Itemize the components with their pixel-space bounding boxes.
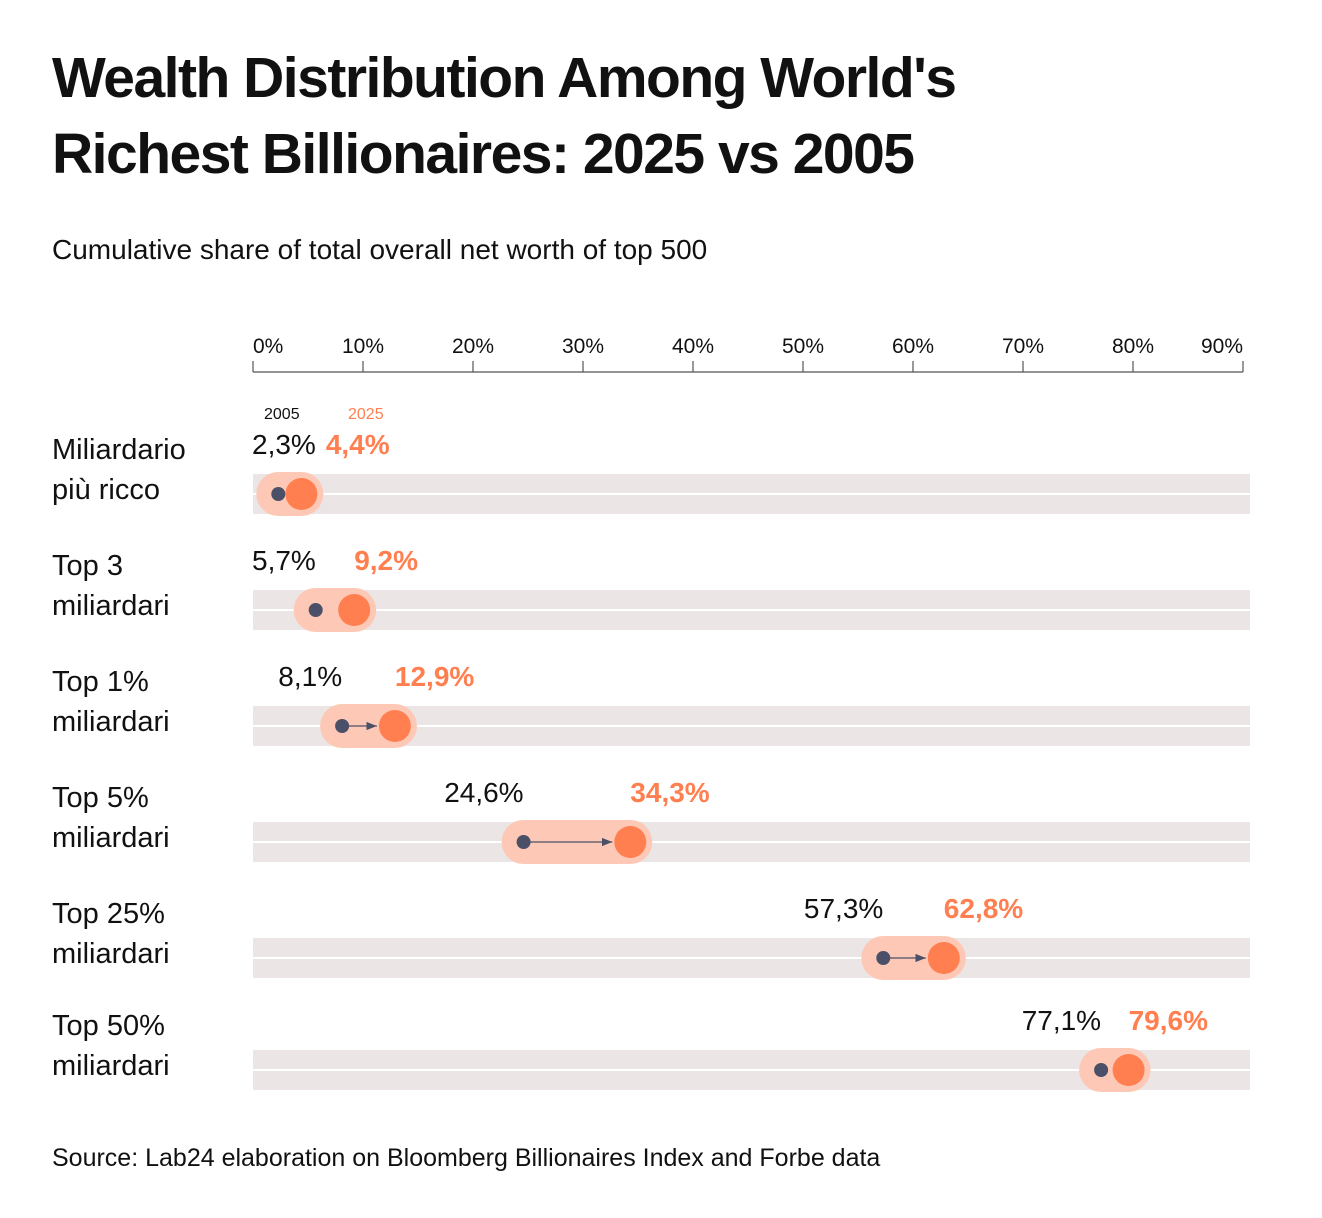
x-tick-label: 70%: [1002, 335, 1044, 358]
row-label-line-1: Top 3: [52, 550, 123, 582]
chart-row: 5,7% 9,2%: [252, 545, 1250, 632]
chart-row: 2,3% 4,4%: [252, 429, 1250, 516]
dot-2005: [271, 487, 286, 501]
x-tick-label: 90%: [1201, 335, 1243, 358]
value-label-2005: 24,6%: [444, 777, 523, 808]
title-line-1: Wealth Distribution Among World's: [52, 46, 957, 110]
value-label-2005: 8,1%: [278, 661, 342, 692]
title-line-2: Richest Billionaires: 2025 vs 2005: [52, 122, 915, 186]
dot-2025: [285, 478, 318, 510]
row-label: Top 50% miliardari: [52, 1006, 242, 1086]
source-note: Source: Lab24 elaboration on Bloomberg B…: [52, 1144, 881, 1172]
x-tick-label: 40%: [672, 335, 714, 358]
legend-2005: 2005: [264, 406, 300, 423]
value-label-2025: 12,9%: [395, 661, 474, 692]
row-label-line-2: miliardari: [52, 590, 170, 622]
value-label-2025: 9,2%: [354, 545, 418, 576]
chart-title: Wealth Distribution Among World's Richest…: [52, 40, 957, 192]
row-label-line-1: Top 1%: [52, 666, 149, 698]
legend-2025: 2025: [348, 406, 384, 423]
row-label-line-1: Top 50%: [52, 1010, 165, 1042]
chart-subtitle: Cumulative share of total overall net wo…: [52, 234, 708, 265]
row-label-line-2: più ricco: [52, 474, 160, 506]
chart-row: 77,1% 79,6%: [253, 1005, 1250, 1092]
value-label-2025: 79,6%: [1129, 1005, 1208, 1036]
x-tick-label: 50%: [782, 335, 824, 358]
value-label-2005: 2,3%: [252, 429, 316, 460]
value-label-2025: 4,4%: [326, 429, 390, 460]
row-label-line-1: Top 25%: [52, 898, 165, 930]
chart-row: 24,6% 34,3%: [253, 777, 1250, 864]
dot-2025: [614, 826, 647, 858]
value-label-2005: 5,7%: [252, 545, 316, 576]
x-tick-label: 80%: [1112, 335, 1154, 358]
row-label-line-1: Miliardario: [52, 434, 186, 466]
dot-2025: [1112, 1054, 1145, 1086]
chart-row: 57,3% 62,8%: [253, 893, 1250, 980]
row-label: Top 1% miliardari: [52, 662, 242, 742]
value-label-2025: 62,8%: [944, 893, 1023, 924]
value-label-2005: 77,1%: [1022, 1005, 1101, 1036]
row-label-line-2: miliardari: [52, 1050, 170, 1082]
row-label-line-1: Top 5%: [52, 782, 149, 814]
dot-2005: [1094, 1063, 1109, 1077]
x-tick-label: 10%: [342, 335, 384, 358]
row-label: Top 3 miliardari: [52, 546, 242, 626]
row-label-line-2: miliardari: [52, 938, 170, 970]
value-label-2025: 34,3%: [630, 777, 709, 808]
dot-2025: [927, 942, 960, 974]
row-label: Miliardario più ricco: [52, 430, 242, 510]
x-tick-label: 0%: [253, 335, 283, 358]
dot-2025: [378, 710, 411, 742]
row-label: Top 5% miliardari: [52, 778, 242, 858]
dot-2005: [516, 835, 531, 849]
chart-row: 8,1% 12,9%: [253, 661, 1250, 748]
value-label-2005: 57,3%: [804, 893, 883, 924]
x-tick-label: 60%: [892, 335, 934, 358]
row-label: Top 25% miliardari: [52, 894, 242, 974]
row-label-line-2: miliardari: [52, 706, 170, 738]
dot-2005: [308, 603, 323, 617]
dot-2005: [335, 719, 350, 733]
x-tick-label: 30%: [562, 335, 604, 358]
row-label-line-2: miliardari: [52, 822, 170, 854]
x-tick-label: 20%: [452, 335, 494, 358]
dot-2005: [876, 951, 891, 965]
dot-2025: [338, 594, 371, 626]
